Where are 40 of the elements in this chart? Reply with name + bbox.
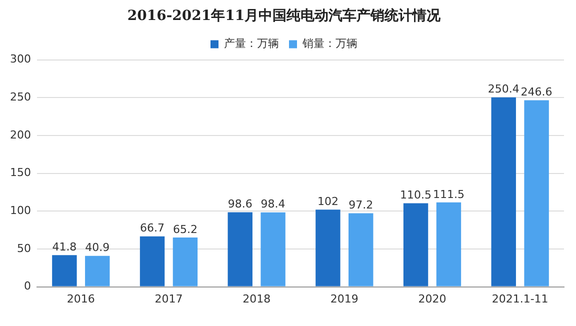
bar — [260, 212, 286, 286]
x-tick-label: 2016 — [66, 292, 95, 306]
bar — [524, 100, 549, 286]
bar — [140, 236, 165, 286]
x-tick-label: 2021.1-11 — [492, 292, 548, 306]
data-label: 97.2 — [348, 198, 374, 212]
data-label: 98.6 — [228, 198, 252, 211]
data-label: 65.2 — [172, 222, 198, 236]
bar — [348, 213, 374, 286]
bar — [436, 202, 462, 286]
data-label: 41.8 — [52, 240, 77, 254]
legend-label: 产量：万辆 — [224, 37, 279, 50]
bar — [85, 256, 110, 286]
x-tick-label: 2020 — [418, 292, 446, 306]
y-tick-label: 300 — [10, 52, 31, 66]
bar — [52, 255, 77, 286]
data-label: 98.4 — [260, 198, 286, 211]
y-tick-label: 100 — [10, 204, 31, 217]
data-label: 102 — [317, 194, 338, 208]
bar — [316, 210, 340, 286]
bar — [228, 212, 252, 286]
data-label: 110.5 — [400, 188, 432, 202]
legend-label: 销量：万辆 — [302, 37, 358, 50]
chart-title: 2016-2021年11月中国纯电动汽车产销统计情况 — [127, 7, 442, 24]
x-tick-label: 2018 — [242, 292, 271, 306]
data-label: 40.9 — [85, 241, 110, 254]
data-label: 111.5 — [432, 188, 464, 201]
bar — [403, 203, 428, 286]
data-label: 66.7 — [140, 222, 165, 235]
x-tick-label: 2019 — [330, 292, 358, 306]
y-tick-label: 0 — [24, 280, 31, 293]
x-tick-label: 2017 — [154, 292, 183, 306]
data-label: 246.6 — [520, 86, 552, 99]
y-tick-label: 200 — [10, 128, 31, 142]
y-tick-label: 250 — [10, 90, 31, 104]
data-label: 250.4 — [488, 82, 520, 96]
y-tick-label: 50 — [16, 242, 31, 255]
bar — [491, 97, 516, 286]
y-tick-label: 150 — [10, 166, 31, 180]
bar — [172, 237, 198, 286]
